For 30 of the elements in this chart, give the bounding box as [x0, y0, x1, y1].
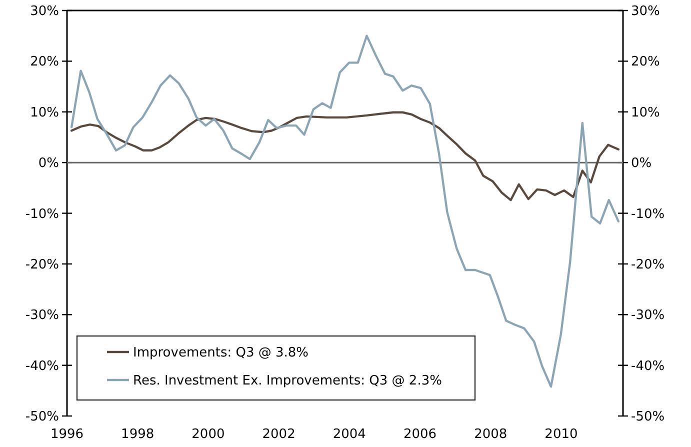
- y-tick-label: 30%: [30, 4, 59, 20]
- y2-tick-label: 30%: [631, 4, 660, 20]
- y-tick-label: -10%: [25, 206, 59, 222]
- x-tick-label: 1996: [50, 427, 84, 442]
- y2-tick-label: -30%: [631, 308, 665, 324]
- x-tick-label: 2010: [544, 427, 578, 442]
- y2-tick-label: -40%: [631, 358, 665, 374]
- y2-tick-label: 20%: [631, 54, 660, 70]
- x-tick-label: 2004: [332, 427, 366, 442]
- x-tick-label: 2008: [474, 427, 508, 442]
- legend-label: Res. Investment Ex. Improvements: Q3 @ 2.3%: [133, 374, 442, 389]
- y-tick-label: 0%: [38, 156, 59, 172]
- x-tick-label: 2000: [192, 427, 225, 442]
- y2-tick-label: 0%: [631, 156, 652, 172]
- y2-tick-label: 10%: [631, 105, 660, 120]
- y2-tick-label: -50%: [631, 410, 665, 425]
- legend-label: Improvements: Q3 @ 3.8%: [133, 346, 309, 361]
- y-tick-label: -30%: [25, 308, 59, 324]
- y2-tick-label: -20%: [631, 257, 665, 272]
- y-tick-label: -50%: [25, 410, 59, 425]
- line-series: [70, 111, 620, 202]
- line-series: [70, 34, 620, 388]
- x-tick-label: 2006: [403, 427, 437, 442]
- x-tick-label: 1998: [121, 427, 154, 442]
- y-tick-label: -40%: [25, 358, 59, 374]
- y2-tick-label: -10%: [631, 206, 665, 222]
- x-tick-label: 2002: [262, 427, 296, 442]
- y-tick-label: -20%: [25, 257, 59, 272]
- y-tick-label: 20%: [30, 54, 59, 70]
- y-tick-label: 10%: [30, 105, 59, 120]
